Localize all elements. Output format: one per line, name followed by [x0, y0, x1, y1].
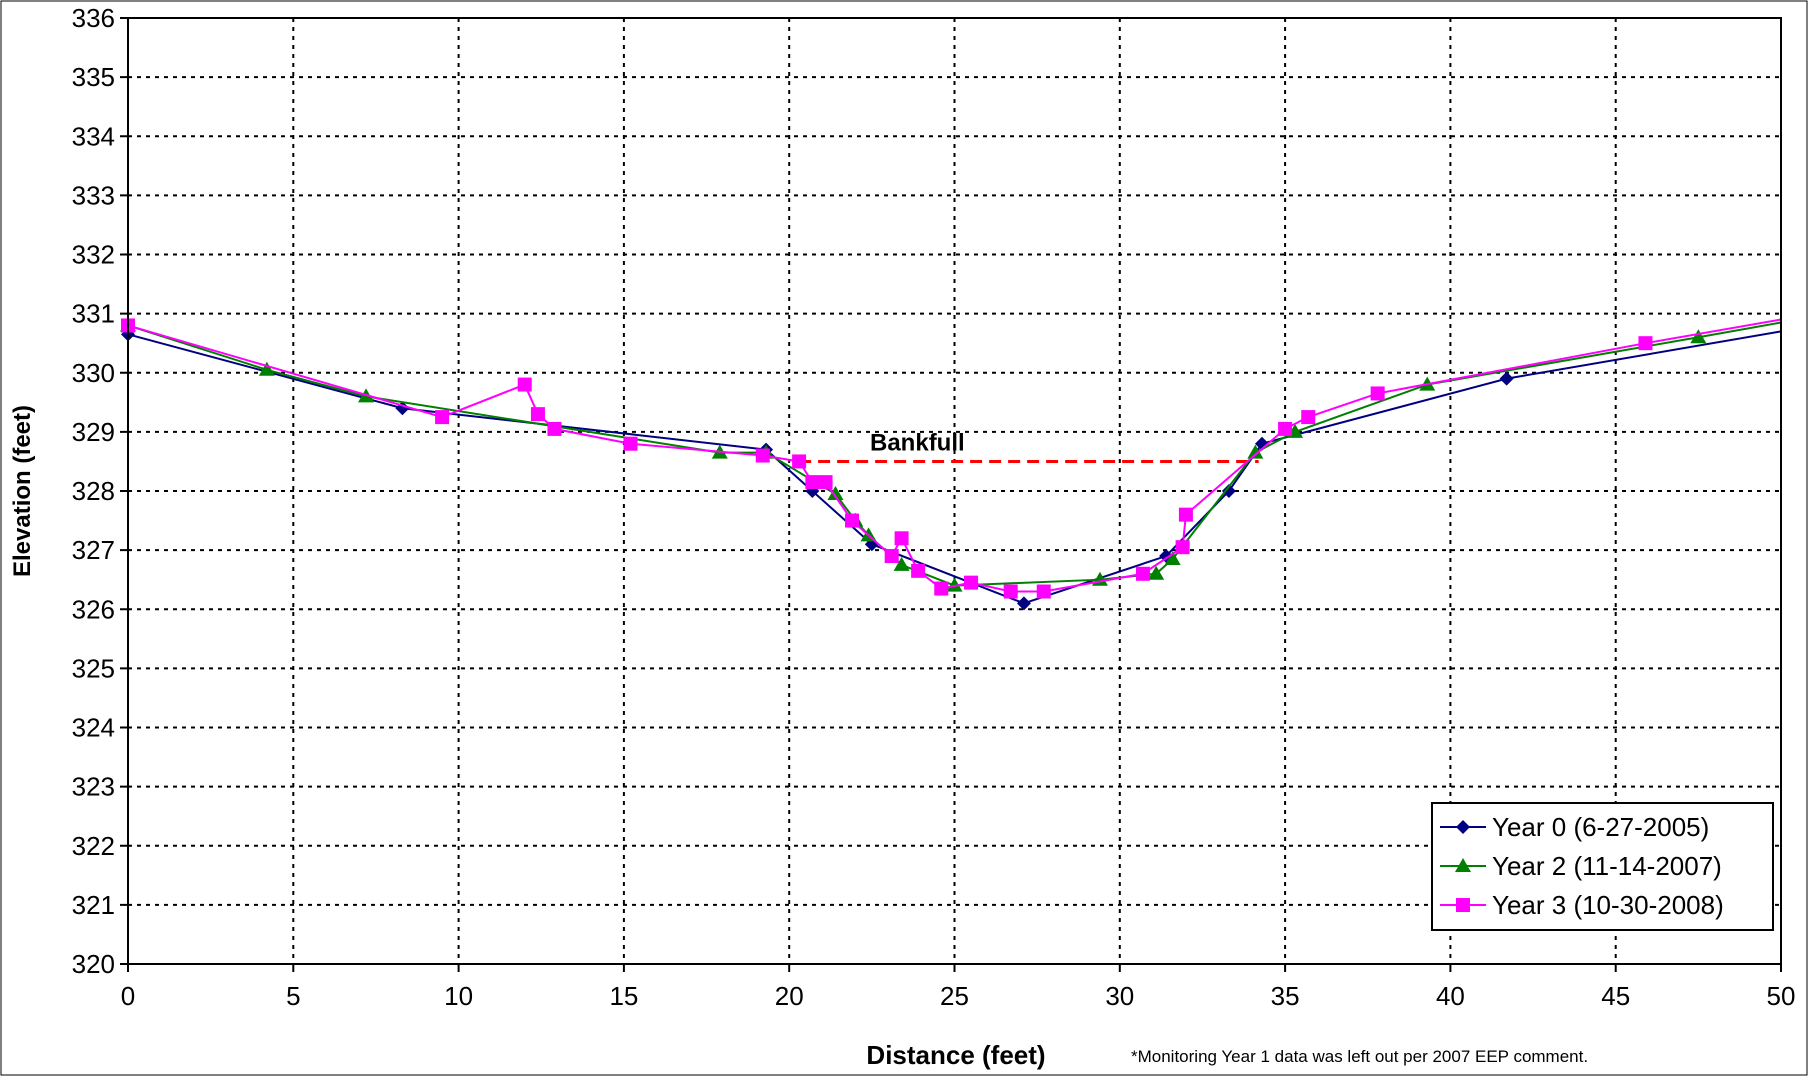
- y-tick-label: 336: [72, 3, 115, 33]
- bankfull-label: Bankfull: [870, 429, 965, 456]
- legend-marker: [1456, 820, 1470, 834]
- data-point: [964, 575, 979, 590]
- data-point: [1370, 386, 1385, 401]
- x-axis-label: Distance (feet): [866, 1040, 1045, 1070]
- legend: Year 0 (6-27-2005) Year 2 (11-14-2007) Yea…: [1431, 802, 1774, 931]
- y-axis-label: Elevation (feet): [9, 405, 36, 577]
- data-point: [1175, 540, 1190, 555]
- data-point: [894, 531, 909, 546]
- data-point: [934, 581, 949, 596]
- y-tick-label: 324: [72, 713, 115, 743]
- x-tick-label: 40: [1436, 981, 1465, 1011]
- data-point: [1301, 410, 1316, 425]
- legend-marker: [1456, 898, 1470, 912]
- x-tick-label: 15: [609, 981, 638, 1011]
- y-tick-label: 321: [72, 890, 115, 920]
- y-tick-label: 332: [72, 240, 115, 270]
- legend-label: Year 3 (10-30-2008): [1492, 890, 1724, 920]
- x-tick-label: 20: [775, 981, 804, 1011]
- series-line: [127, 318, 1782, 593]
- x-axis-ticks: 0 5 10 15 20 25 30 35 40 45 50: [121, 964, 1796, 1011]
- data-point: [911, 563, 926, 578]
- data-point: [1148, 565, 1165, 580]
- data-point: [792, 454, 807, 469]
- data-point: [258, 361, 275, 376]
- y-tick-label: 330: [72, 358, 115, 388]
- y-tick-label: 325: [72, 653, 115, 683]
- data-point: [1638, 336, 1653, 351]
- data-point: [517, 377, 532, 392]
- data-point: [755, 448, 770, 463]
- data-point: [1247, 444, 1264, 459]
- data-point: [1178, 507, 1193, 522]
- x-tick-label: 5: [286, 981, 300, 1011]
- data-point: [827, 485, 844, 500]
- data-point: [1221, 484, 1236, 498]
- legend-marker: [1455, 858, 1471, 872]
- plot-area-frame: [127, 17, 1782, 965]
- data-point: [1278, 421, 1293, 436]
- footnote: *Monitoring Year 1 data was left out per…: [1131, 1047, 1588, 1066]
- legend-label: Year 0 (6-27-2005): [1492, 812, 1709, 842]
- data-point: [893, 556, 910, 571]
- data-point: [1164, 550, 1181, 565]
- data-point: [845, 513, 860, 528]
- y-tick-label: 335: [72, 62, 115, 92]
- y-tick-label: 334: [72, 121, 115, 151]
- data-point: [1016, 596, 1031, 611]
- x-tick-label: 50: [1767, 981, 1796, 1011]
- data-point: [1003, 584, 1018, 599]
- data-point: [805, 475, 820, 490]
- data-point: [530, 407, 545, 422]
- y-tick-label: 320: [72, 949, 115, 979]
- y-tick-label: 326: [72, 594, 115, 624]
- legend-label: Year 2 (11-14-2007): [1492, 851, 1722, 881]
- x-tick-label: 35: [1271, 981, 1300, 1011]
- data-point: [1690, 329, 1707, 344]
- data-point: [818, 475, 833, 490]
- data-point: [623, 436, 638, 451]
- y-tick-label: 329: [72, 417, 115, 447]
- y-tick-label: 327: [72, 535, 115, 565]
- y-tick-label: 331: [72, 299, 115, 329]
- series-2: [121, 318, 1782, 599]
- data-point: [1135, 566, 1150, 581]
- y-tick-label: 323: [72, 772, 115, 802]
- data-point: [435, 410, 450, 425]
- bankfull-line-group: Bankfull: [799, 429, 1259, 463]
- x-tick-label: 25: [940, 981, 969, 1011]
- x-tick-label: 30: [1105, 981, 1134, 1011]
- y-axis-ticks: 320 321 322 323 324 325 326 327 328 329 330 331 332 3…: [72, 3, 128, 979]
- data-point: [1036, 584, 1051, 599]
- x-tick-label: 45: [1601, 981, 1630, 1011]
- legend-box: [1431, 802, 1774, 931]
- data-point: [547, 421, 562, 436]
- series-line: [127, 321, 1782, 587]
- y-tick-label: 333: [72, 180, 115, 210]
- x-tick-label: 0: [121, 981, 135, 1011]
- y-tick-label: 328: [72, 476, 115, 506]
- series-group: [120, 317, 1782, 611]
- data-point: [1499, 371, 1514, 386]
- x-tick-label: 10: [444, 981, 473, 1011]
- y-tick-label: 322: [72, 831, 115, 861]
- data-point: [884, 549, 899, 564]
- data-point: [946, 577, 963, 592]
